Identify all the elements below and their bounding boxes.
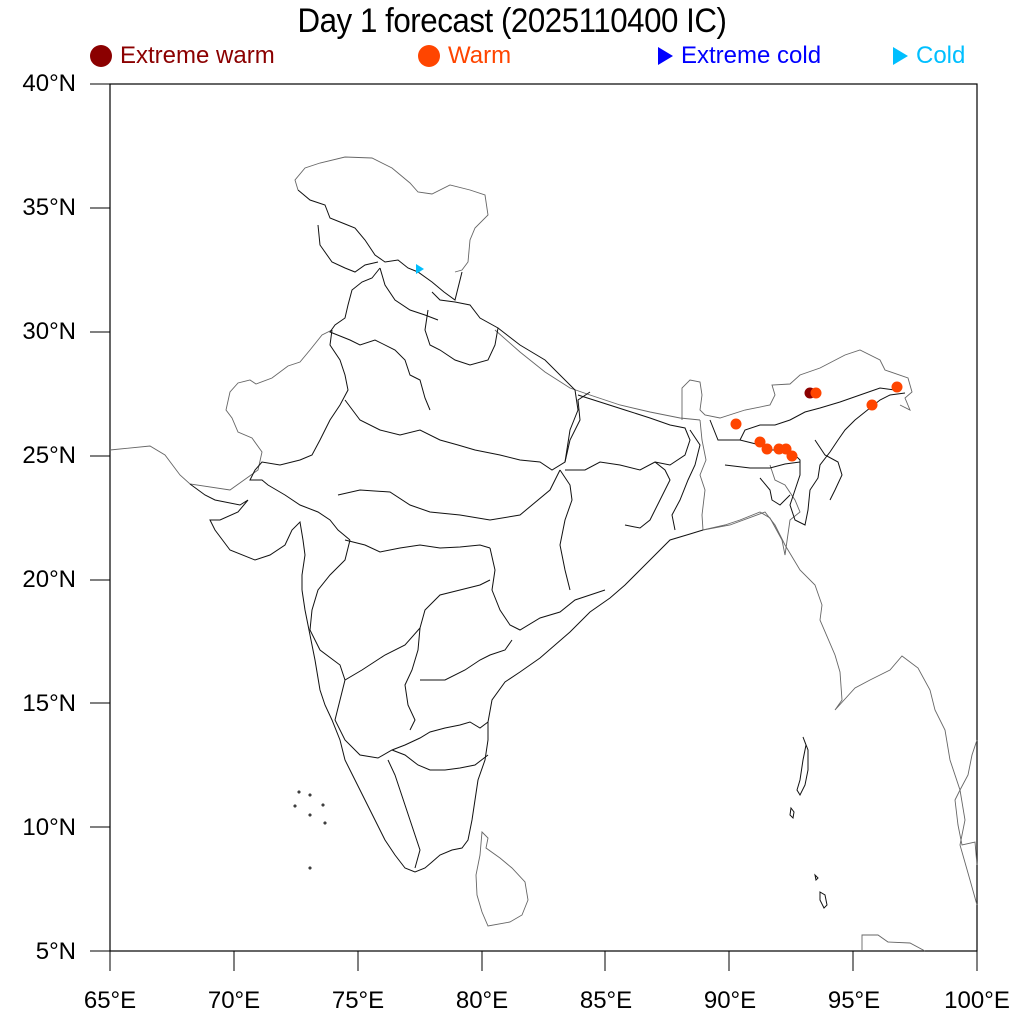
x-tick-label: 100°E xyxy=(944,987,1010,1014)
x-tick-label: 75°E xyxy=(331,987,385,1014)
warm-marker xyxy=(891,381,903,393)
legend-label: Extreme warm xyxy=(120,42,275,69)
warm-marker xyxy=(761,443,773,455)
chart-title: Day 1 forecast (2025110400 IC) xyxy=(297,2,727,40)
legend-cold: Cold xyxy=(893,42,965,70)
y-tick-label: 25°N xyxy=(22,442,76,469)
warm-marker xyxy=(730,418,742,430)
y-tick-label: 35°N xyxy=(22,194,76,221)
x-tick-label: 70°E xyxy=(207,987,261,1014)
legend-extreme-cold: Extreme cold xyxy=(658,42,821,70)
legend-label: Warm xyxy=(448,42,512,69)
india-state-boundaries xyxy=(189,189,906,873)
islands xyxy=(293,736,828,909)
triangle-marker-icon xyxy=(893,47,908,65)
axis-ticks xyxy=(90,83,978,971)
warm-marker xyxy=(786,450,798,462)
warm-marker xyxy=(866,399,878,411)
x-tick-label: 65°E xyxy=(83,987,137,1014)
warm-marker xyxy=(810,387,822,399)
legend-label: Extreme cold xyxy=(681,42,822,69)
legend-extreme-warm: Extreme warm xyxy=(90,42,275,70)
y-tick-label: 15°N xyxy=(22,690,76,717)
x-tick-label: 85°E xyxy=(579,987,633,1014)
y-tick-label: 30°N xyxy=(22,318,76,345)
x-tick-label: 95°E xyxy=(827,987,881,1014)
plot-frame xyxy=(109,83,978,952)
y-tick-label: 20°N xyxy=(22,566,76,593)
x-tick-label: 80°E xyxy=(455,987,509,1014)
circle-marker-icon xyxy=(418,45,440,67)
triangle-marker-icon xyxy=(658,47,673,65)
data-markers xyxy=(416,264,903,462)
legend-label: Cold xyxy=(916,42,966,69)
warm-marker xyxy=(754,436,766,448)
y-tick-label: 40°N xyxy=(22,70,76,97)
circle-marker-icon xyxy=(90,45,112,67)
legend-warm: Warm xyxy=(418,42,511,70)
y-tick-label: 10°N xyxy=(22,814,76,841)
country-outlines xyxy=(109,156,978,952)
cold-marker xyxy=(416,264,424,274)
x-tick-label: 90°E xyxy=(703,987,757,1014)
y-tick-label: 5°N xyxy=(35,938,76,965)
